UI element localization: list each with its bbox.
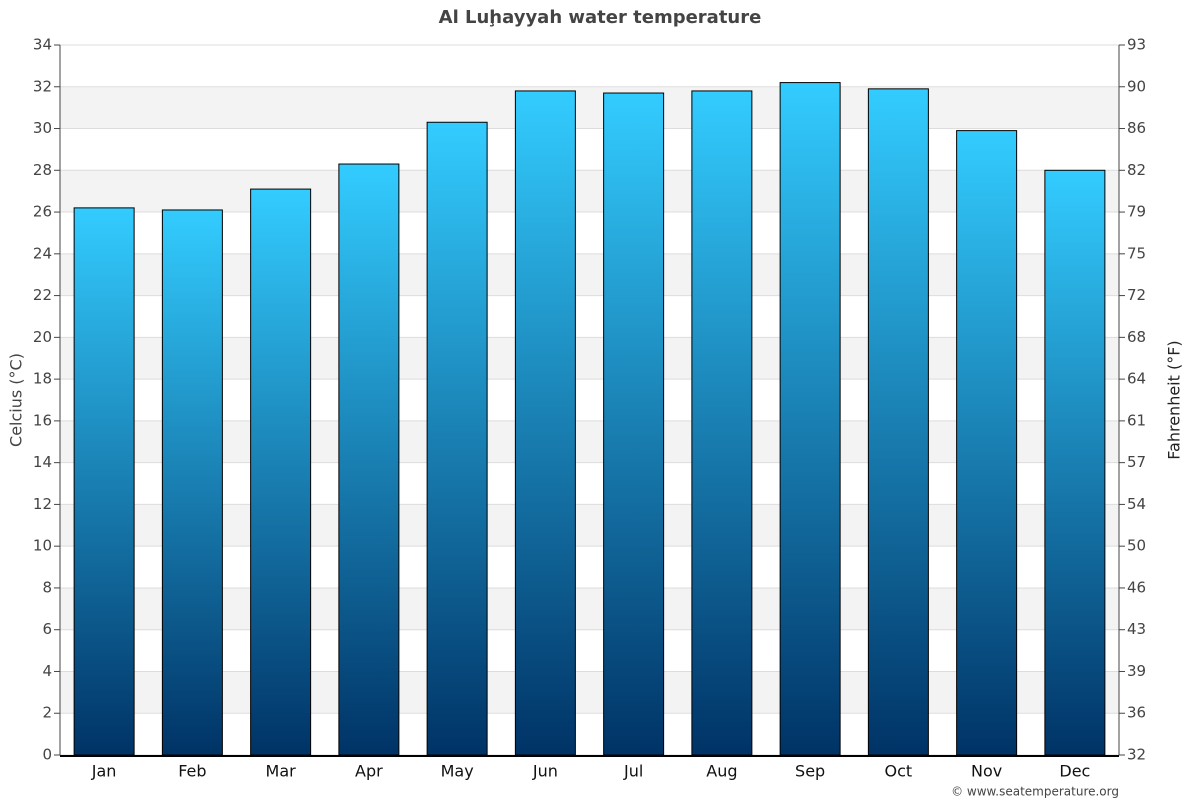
bar [250,188,312,756]
grid-band [60,253,1119,296]
grid-band [60,671,1119,714]
y2-tick-label: 86 [1127,119,1146,137]
x-tick-label: Sep [795,762,825,781]
y-tick-label: 0 [42,746,52,764]
bar [161,209,223,756]
y-axis-label: Celcius (°C) [7,353,26,447]
bar [779,82,841,756]
x-tick-label: Jul [623,762,643,781]
grid-band [60,420,1119,463]
y2-tick-label: 39 [1127,662,1146,680]
x-tick-label: Apr [355,762,383,781]
y-tick-label: 24 [33,244,52,262]
bar [603,92,665,756]
y2-tick-label: 32 [1127,746,1146,764]
x-tick-label: Feb [178,762,206,781]
y-tick-label: 8 [42,578,52,596]
bar [73,207,135,756]
y2-tick-label: 79 [1127,203,1146,221]
grid-band [60,170,1119,213]
y-tick-label: 18 [33,370,52,388]
y2-tick-label: 57 [1127,453,1146,471]
y2-tick-label: 43 [1127,620,1146,638]
grid-band [60,337,1119,380]
y-tick-label: 10 [33,537,52,555]
chart-title: Al Luḩayyah water temperature [439,7,762,28]
y2-tick-label: 50 [1127,537,1146,555]
credit: © www.seatemperature.org [951,785,1119,799]
y-tick-label: 14 [33,453,52,471]
x-tick-label: Jan [91,762,117,781]
bar [426,121,488,756]
grid-band [60,587,1119,630]
bar [514,90,576,756]
y2-tick-label: 64 [1127,370,1146,388]
y-tick-label: 20 [33,328,52,346]
x-tick-label: Dec [1059,762,1090,781]
y2-tick-label: 61 [1127,411,1146,429]
x-tick-label: Mar [266,762,297,781]
y2-tick-label: 90 [1127,77,1146,95]
y2-tick-label: 93 [1127,36,1146,54]
x-tick-label: Jun [532,762,558,781]
y2-tick-label: 72 [1127,286,1146,304]
bar [867,88,929,756]
bar [691,90,753,756]
y-tick-label: 22 [33,286,52,304]
y-tick-label: 4 [42,662,52,680]
bar [956,130,1018,756]
grid-band [60,86,1119,129]
y-tick-label: 6 [42,620,52,638]
y-tick-label: 34 [33,36,52,54]
y2-tick-label: 36 [1127,704,1146,722]
y-tick-label: 26 [33,203,52,221]
bar [1044,169,1106,756]
y-tick-label: 30 [33,119,52,137]
y-tick-label: 28 [33,161,52,179]
y-tick-label: 16 [33,411,52,429]
y2-tick-label: 46 [1127,578,1146,596]
y2-tick-label: 75 [1127,244,1146,262]
x-tick-label: Aug [706,762,737,781]
y-tick-label: 12 [33,495,52,513]
x-tick-label: May [441,762,474,781]
y-tick-label: 32 [33,77,52,95]
x-tick-label: Oct [885,762,913,781]
y2-tick-label: 82 [1127,161,1146,179]
bar [338,163,400,756]
y2-tick-label: 54 [1127,495,1146,513]
y-tick-label: 2 [42,704,52,722]
y2-axis-label: Fahrenheit (°F) [1165,340,1184,459]
x-tick-label: Nov [971,762,1002,781]
y2-tick-label: 68 [1127,328,1146,346]
grid-band [60,504,1119,547]
